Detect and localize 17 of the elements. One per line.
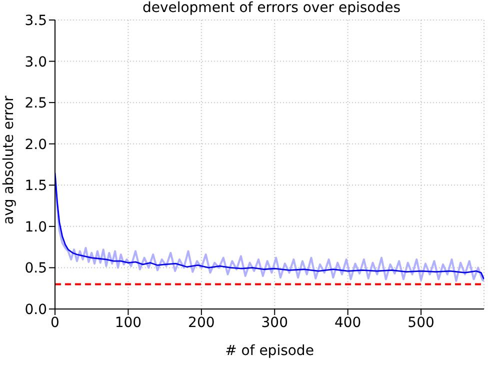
y-tick-label: 0.5 <box>24 260 47 277</box>
chart-title: development of errors over episodes <box>141 0 402 16</box>
x-tick-label: 300 <box>261 314 288 331</box>
x-tick-label: 100 <box>114 314 142 331</box>
y-tick-label: 2.0 <box>24 136 47 153</box>
y-axis-title: avg absolute error <box>0 96 17 224</box>
y-tick-label: 0.0 <box>24 302 47 318</box>
y-tick-label: 1.0 <box>24 219 47 236</box>
x-tick-label: 200 <box>188 314 215 331</box>
x-axis-title: # of episode <box>225 343 314 359</box>
y-tick-label: 2.5 <box>24 96 47 112</box>
y-tick-label: 1.5 <box>24 178 47 194</box>
y-tick-label: 3.0 <box>24 54 47 70</box>
y-tick-label: 3.5 <box>24 12 47 29</box>
x-tick-label: 0 <box>50 314 60 331</box>
x-tick-label: 500 <box>408 314 434 331</box>
x-tick-label: 400 <box>334 314 362 331</box>
